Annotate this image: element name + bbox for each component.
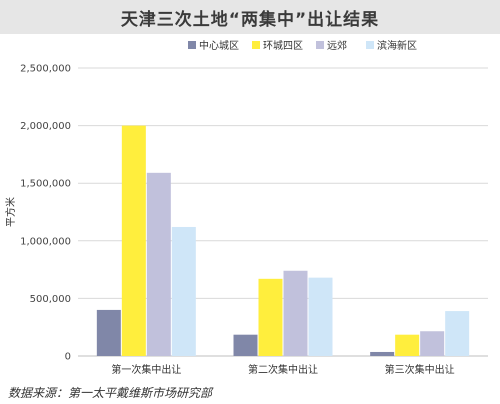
legend-swatch xyxy=(316,41,324,49)
bar xyxy=(121,125,146,356)
legend-label: 滨海新区 xyxy=(377,39,417,52)
source-note: 数据来源：第一太平戴维斯市场研究部 xyxy=(8,386,213,400)
bar xyxy=(258,278,283,356)
y-tick-label: 2,000,000 xyxy=(20,121,71,132)
bar xyxy=(233,334,258,356)
legend-label: 远郊 xyxy=(327,39,347,52)
y-tick-label: 0 xyxy=(65,352,71,363)
legend-label: 中心城区 xyxy=(199,39,239,52)
bar xyxy=(308,277,333,356)
bar xyxy=(395,334,420,356)
y-tick-label: 2,500,000 xyxy=(20,64,71,75)
x-category-label: 第二次集中出让 xyxy=(248,363,318,376)
bar xyxy=(420,331,445,356)
gridlines xyxy=(78,67,488,357)
bar xyxy=(370,351,395,356)
legend-swatch xyxy=(252,41,260,49)
x-category-label: 第一次集中出让 xyxy=(111,363,181,376)
y-axis-ticks: 0 500,000 1,000,000 1,500,000 2,000,000 2,500… xyxy=(20,64,71,363)
y-tick-label: 500,000 xyxy=(30,294,71,305)
bar xyxy=(283,270,308,356)
bar xyxy=(171,226,196,356)
legend-label: 环城四区 xyxy=(263,40,303,52)
y-tick-label: 1,000,000 xyxy=(20,236,71,247)
chart-title: 天津三次土地“两集中”出让结果 xyxy=(120,10,380,30)
legend-swatch xyxy=(366,41,374,49)
x-axis-categories: 第一次集中出让 第二次集中出让 第三次集中出让 xyxy=(111,363,454,376)
bars xyxy=(96,125,470,356)
x-category-label: 第三次集中出让 xyxy=(385,363,455,376)
y-axis-label: 平方米 xyxy=(4,197,17,227)
bar xyxy=(445,311,470,356)
legend: 中心城区 环城四区 远郊 滨海新区 xyxy=(188,39,417,52)
y-tick-label: 1,500,000 xyxy=(20,179,71,190)
legend-swatch xyxy=(188,41,196,49)
bar xyxy=(96,309,121,356)
title-bar xyxy=(0,0,500,34)
bar xyxy=(146,172,171,356)
